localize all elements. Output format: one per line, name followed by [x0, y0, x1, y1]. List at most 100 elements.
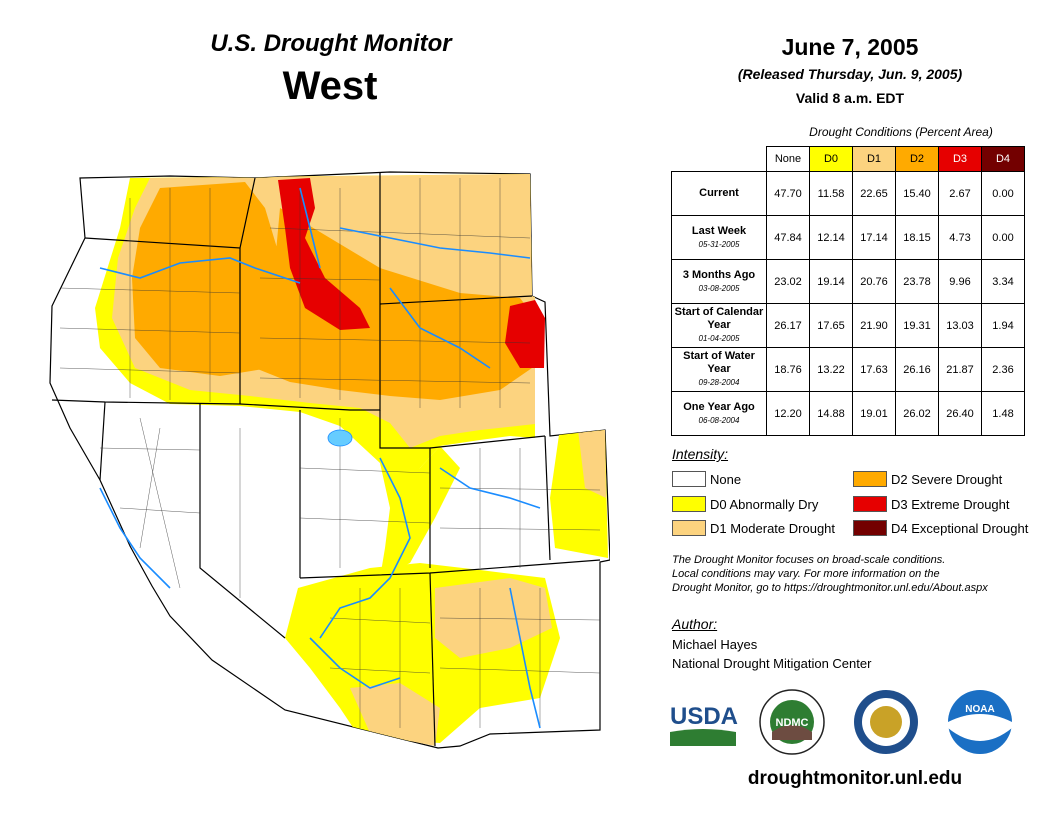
table-cell: 12.20 [766, 391, 810, 436]
legend-label: D1 Moderate Drought [710, 520, 836, 536]
col-none: None [766, 146, 810, 172]
table-row: 3 Months Ago 03-08-2005 23.02 19.14 20.76… [671, 259, 1025, 304]
ndmc-logo: NDMC [759, 689, 825, 755]
table-corner [672, 147, 767, 172]
map-title: U.S. Drought Monitor [210, 30, 452, 57]
state-boundaries [51, 172, 601, 747]
doc-eagle-icon [870, 706, 902, 738]
col-d0: D0 [809, 146, 853, 172]
table-cell: 12.14 [809, 215, 853, 260]
row-label-text: 3 Months Ago [682, 268, 756, 281]
noaa-gull-icon [948, 714, 1012, 741]
row-label-text: One Year Ago [683, 400, 755, 413]
table-cell: 26.40 [938, 391, 982, 436]
row-date: 09-28-2004 [698, 378, 740, 387]
website-url[interactable]: droughtmonitor.unl.edu [747, 768, 963, 789]
table-cell: 0.00 [981, 215, 1025, 260]
drought-monitor-note: The Drought Monitor focuses on broad-sca… [672, 553, 1042, 595]
noaa-logo-text: NOAA [965, 704, 994, 715]
table-cell: 13.03 [938, 303, 982, 348]
table-cell: 1.94 [981, 303, 1025, 348]
author-title: Author: [672, 616, 718, 632]
table-cell: 21.90 [852, 303, 896, 348]
legend-item-d3: D3 Extreme Drought [853, 496, 1010, 512]
author-org: National Drought Mitigation Center [672, 656, 872, 671]
row-label-text: Current [699, 187, 739, 199]
row-label: Last Week 05-31-2005 [671, 215, 767, 260]
legend-swatch [853, 496, 887, 512]
d3-region-idaho-montana [278, 178, 370, 330]
row-label: One Year Ago 06-08-2004 [671, 391, 767, 436]
table-row: Last Week 05-31-2005 47.84 12.14 17.14 18… [671, 215, 1025, 260]
row-date: 05-31-2005 [698, 239, 740, 249]
table-cell: 4.73 [938, 215, 982, 260]
author-name: Michael Hayes [672, 637, 758, 652]
legend-label: D3 Extreme Drought [891, 496, 1010, 512]
legend-swatch [672, 520, 706, 536]
table-cell: 1.48 [981, 391, 1025, 436]
row-date: 03-08-2005 [698, 283, 740, 293]
map-date: June 7, 2005 [781, 34, 919, 60]
table-cell: 19.14 [809, 259, 853, 304]
d2-region-oregon-idaho [132, 182, 300, 376]
table-cell: 21.87 [938, 347, 982, 392]
doc-seal-logo [854, 690, 918, 754]
col-d1: D1 [852, 146, 896, 172]
table-row: Start of Water Year 09-28-2004 18.76 13.2… [671, 347, 1025, 392]
table-cell: 13.22 [809, 347, 853, 392]
row-label: Start of Water Year 09-28-2004 [671, 347, 767, 392]
legend-swatch [672, 496, 706, 512]
great-salt-lake [327, 429, 353, 447]
legend-label: D4 Exceptional Drought [891, 520, 1029, 536]
legend-swatch [853, 520, 887, 536]
table-cell: 19.01 [852, 391, 896, 436]
d1-region-arizona-south [350, 683, 440, 746]
d0-region-utah-corridor [380, 446, 460, 578]
table-cell: 22.65 [852, 171, 896, 216]
ndmc-logo-text: NDMC [776, 717, 809, 729]
table-cell: 14.88 [809, 391, 853, 436]
table-cell: 47.70 [766, 171, 810, 216]
row-date: 06-08-2004 [698, 415, 740, 425]
note-line: The Drought Monitor focuses on broad-sca… [672, 554, 946, 566]
table-cell: 26.17 [766, 303, 810, 348]
note-line: Local conditions may vary. For more info… [672, 568, 940, 580]
col-d2: D2 [895, 146, 939, 172]
ndmc-land-icon [772, 725, 812, 740]
note-line: Drought Monitor, go to https://droughtmo… [672, 582, 988, 594]
drought-conditions-table: None D0 D1 D2 D3 D4 Current 47.70 11.58 … [671, 146, 1025, 436]
table-cell: 15.40 [895, 171, 939, 216]
table-row: Start of Calendar Year 01-04-2005 26.17 1… [671, 303, 1025, 348]
valid-time: Valid 8 a.m. EDT [795, 90, 905, 106]
table-cell: 23.02 [766, 259, 810, 304]
row-label-text: Start of Calendar Year [674, 306, 764, 331]
table-cell: 11.58 [809, 171, 853, 216]
d1-region-new-mexico [435, 578, 552, 658]
row-date: 01-04-2005 [698, 334, 740, 343]
table-cell: 9.96 [938, 259, 982, 304]
usda-leaf-icon [670, 729, 736, 746]
table-cell: 26.16 [895, 347, 939, 392]
release-date: (Released Thursday, Jun. 9, 2005) [737, 66, 963, 82]
usda-logo-text: USDA [670, 703, 738, 730]
legend-swatch [853, 471, 887, 487]
drought-map [49, 171, 610, 749]
legend-item-d4: D4 Exceptional Drought [853, 520, 1028, 536]
table-cell: 47.84 [766, 215, 810, 260]
table-cell: 2.36 [981, 347, 1025, 392]
table-cell: 18.15 [895, 215, 939, 260]
legend-item-none: None [672, 471, 741, 487]
table-caption: Drought Conditions (Percent Area) [809, 125, 993, 139]
table-row: One Year Ago 06-08-2004 12.20 14.88 19.01… [671, 391, 1025, 436]
row-label-text: Start of Water Year [683, 350, 755, 375]
legend-label: None [710, 471, 742, 487]
table-cell: 17.14 [852, 215, 896, 260]
table-cell: 18.76 [766, 347, 810, 392]
legend-label: D2 Severe Drought [891, 471, 1003, 487]
row-label: Current [671, 171, 767, 216]
legend-item-d2: D2 Severe Drought [853, 471, 1002, 487]
table-cell: 17.63 [852, 347, 896, 392]
noaa-logo: NOAA [948, 690, 1012, 754]
county-lines [59, 178, 601, 728]
row-label: Start of Calendar Year 01-04-2005 [671, 303, 767, 348]
